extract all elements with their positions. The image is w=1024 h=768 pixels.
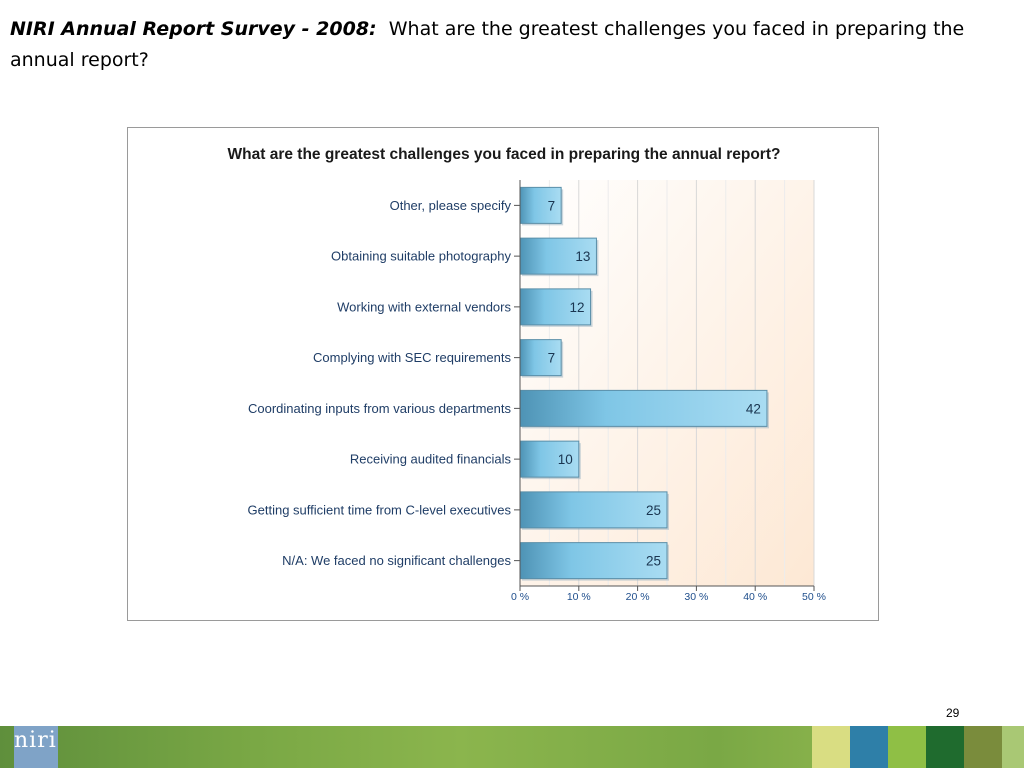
chart-title: What are the greatest challenges you fac… (228, 146, 781, 163)
bar-value-label: 7 (548, 198, 556, 213)
bar-value-label: 25 (646, 554, 661, 569)
x-tick-label: 30 % (684, 591, 708, 603)
x-axis: 0 % 10 % 20 % 30 % 40 % 50 % (511, 180, 826, 603)
bar-value-label: 12 (570, 300, 585, 315)
x-tick-label: 50 % (802, 591, 826, 603)
category-label: Complying with SEC requirements (313, 350, 511, 365)
bars: 7 13 12 7 42 10 25 25 (519, 186, 769, 581)
category-label: Working with external vendors (337, 299, 511, 314)
bar (519, 288, 592, 326)
x-tick-label: 0 % (511, 591, 529, 603)
bar (519, 389, 768, 427)
category-label: Receiving audited financials (350, 452, 512, 467)
niri-logo: niri (14, 728, 57, 753)
bar (519, 339, 562, 377)
category-label: Other, please specify (390, 198, 512, 213)
bar (519, 542, 668, 580)
chart-frame: What are the greatest challenges you fac… (127, 127, 879, 621)
footer-bar: niri (0, 726, 1024, 768)
bar-value-label: 7 (548, 351, 556, 366)
x-tick-label: 10 % (567, 591, 591, 603)
category-label: Coordinating inputs from various departm… (248, 401, 512, 416)
bar-value-label: 25 (646, 503, 661, 518)
category-label: Obtaining suitable photography (331, 249, 511, 264)
footer-strip (964, 726, 1002, 768)
slide-title-question: What are the greatest challenges you fac… (10, 18, 965, 71)
category-label: N/A: We faced no significant challenges (282, 553, 511, 568)
page-number: 29 (946, 706, 960, 720)
bar-value-label: 42 (746, 401, 761, 416)
bar-value-label: 10 (558, 452, 573, 467)
footer-strip (850, 726, 888, 768)
category-label: Getting sufficient time from C-level exe… (248, 502, 512, 517)
slide-title: NIRI Annual Report Survey - 2008: What a… (10, 14, 1010, 76)
footer-strip (812, 726, 850, 768)
bar-chart: What are the greatest challenges you fac… (228, 146, 826, 603)
niri-logo-box (14, 726, 58, 768)
footer-strip (888, 726, 926, 768)
bar (519, 491, 668, 529)
slide-title-lead: NIRI Annual Report Survey - 2008: (10, 18, 377, 40)
x-tick-label: 40 % (743, 591, 767, 603)
bar (519, 186, 562, 224)
category-labels: Other, please specify Obtaining suitable … (248, 198, 520, 568)
footer-strip (926, 726, 964, 768)
bar-value-label: 13 (575, 249, 590, 264)
footer-strip (1002, 726, 1024, 768)
x-tick-label: 20 % (626, 591, 650, 603)
